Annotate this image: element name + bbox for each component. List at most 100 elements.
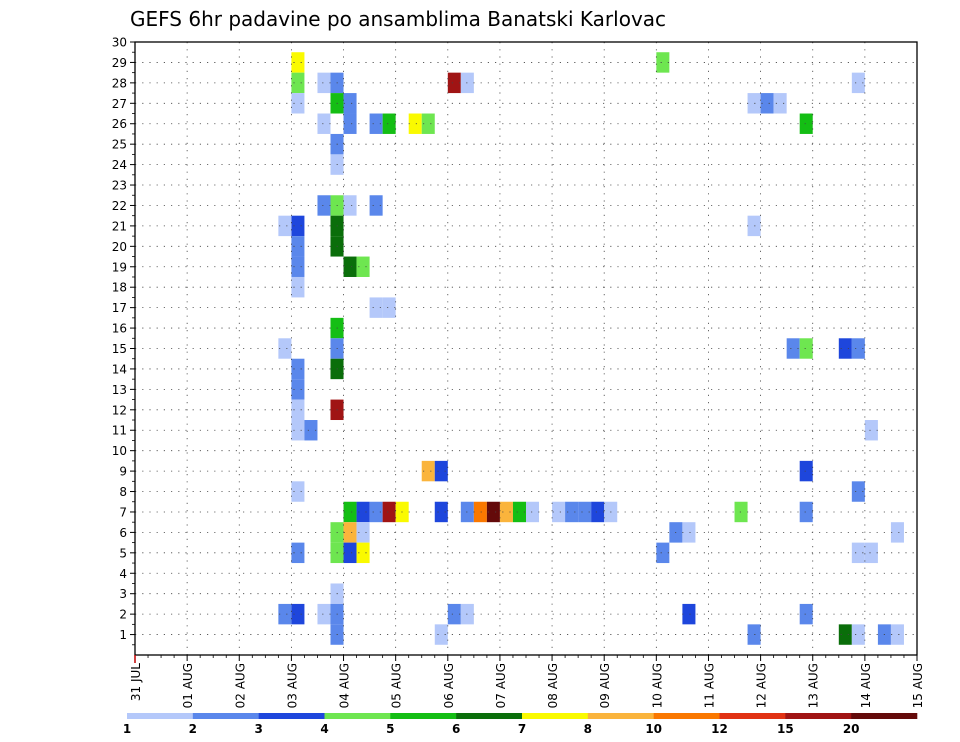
heatmap-cell [552, 501, 566, 523]
colorbar-label: 12 [711, 722, 728, 736]
heatmap-cell [356, 542, 370, 564]
colorbar-label: 20 [843, 722, 860, 736]
heatmap-cell [434, 460, 448, 482]
y-tick-label: 9 [119, 465, 127, 479]
heatmap-cell [851, 624, 865, 645]
heatmap-cell [786, 338, 800, 359]
heatmap-cell [369, 501, 383, 523]
heatmap-cell [356, 256, 370, 277]
y-tick-label: 18 [112, 281, 127, 295]
y-tick-label: 26 [112, 117, 127, 131]
heatmap-cell [291, 481, 305, 502]
heatmap-cell [838, 624, 852, 645]
y-tick-label: 5 [119, 546, 127, 560]
heatmap-cell [421, 113, 435, 134]
colorbar-label: 5 [386, 722, 394, 736]
y-tick-label: 11 [112, 424, 127, 438]
heatmap-cell [526, 501, 540, 523]
y-tick-label: 7 [119, 505, 127, 519]
heatmap-cell [799, 501, 813, 523]
heatmap-cell [343, 522, 357, 543]
heatmap-cell [291, 542, 305, 564]
heatmap-cell [747, 93, 761, 114]
heatmap-cell [890, 522, 904, 543]
colorbar-label: 10 [645, 722, 662, 736]
colorbar-label: 7 [518, 722, 526, 736]
x-tick-label: 13 AUG [807, 663, 821, 708]
heatmap-cell [512, 501, 526, 523]
heatmap-cell [591, 501, 605, 523]
heatmap-cell [369, 297, 383, 318]
y-tick-label: 4 [119, 567, 127, 581]
heatmap-cell [317, 72, 331, 94]
heatmap-cell [578, 501, 592, 523]
y-tick-label: 30 [112, 36, 127, 50]
colorbar-label: 8 [584, 722, 592, 736]
heatmap-cell [421, 460, 435, 482]
x-tick-label: 15 AUG [911, 663, 925, 708]
x-tick-label: 07 AUG [494, 663, 508, 708]
heatmap-cell [291, 256, 305, 277]
chart-title: GEFS 6hr padavine po ansamblima Banatski… [130, 7, 666, 31]
colorbar-swatch [192, 713, 259, 719]
heatmap-cell [747, 215, 761, 237]
heatmap-cell [473, 501, 487, 523]
heatmap-cell [382, 297, 396, 318]
heatmap-cell [291, 276, 305, 298]
heatmap-cell [343, 542, 357, 564]
colorbar-swatch [390, 713, 457, 719]
y-tick-label: 6 [119, 526, 127, 540]
heatmap-cell [734, 501, 748, 523]
heatmap-cell [773, 93, 787, 114]
heatmap-cell [408, 113, 422, 134]
y-tick-label: 17 [112, 301, 127, 315]
x-tick-label: 06 AUG [442, 663, 456, 708]
heatmap-cell [851, 542, 865, 564]
colorbar-swatch [456, 713, 523, 719]
heatmap-cell [864, 420, 878, 441]
heatmap-cell [799, 460, 813, 482]
heatmap-cell [291, 603, 305, 625]
colorbar-swatch [851, 713, 918, 719]
heatmap-cell [838, 338, 852, 359]
y-tick-label: 1 [119, 628, 127, 642]
heatmap-cell [291, 399, 305, 421]
y-tick-label: 8 [119, 485, 127, 499]
heatmap-cell [799, 603, 813, 625]
heatmap-cell [434, 501, 448, 523]
heatmap-cell [799, 338, 813, 359]
heatmap-cell [291, 420, 305, 441]
heatmap-cell [486, 501, 500, 523]
heatmap-cell [356, 522, 370, 543]
x-tick-label: 09 AUG [598, 663, 612, 708]
colorbar-swatch [719, 713, 786, 719]
colorbar-swatch [258, 713, 325, 719]
colorbar-label: 3 [254, 722, 262, 736]
heatmap-cell [890, 624, 904, 645]
heatmap-cell [291, 72, 305, 94]
heatmap-cell [291, 236, 305, 257]
y-tick-label: 14 [112, 362, 127, 376]
y-tick-label: 19 [112, 260, 127, 274]
heatmap-cell [317, 603, 331, 625]
heatmap-cell [343, 195, 357, 216]
y-tick-label: 12 [112, 403, 127, 417]
heatmap-cell [291, 379, 305, 400]
x-tick-label: 11 AUG [702, 663, 716, 708]
colorbar-label: 2 [189, 722, 197, 736]
y-tick-label: 25 [112, 138, 127, 152]
x-tick-label: 04 AUG [338, 663, 352, 708]
heatmap-cell [356, 501, 370, 523]
y-tick-label: 23 [112, 179, 127, 193]
colorbar-swatch [522, 713, 589, 719]
colorbar: 1 2 3 4 5 6 7 8 10 12 15 20 [123, 713, 918, 736]
heatmap-cell [799, 113, 813, 134]
heatmap-cell [434, 624, 448, 645]
y-tick-label: 28 [112, 76, 127, 90]
x-axis: 31 JUL 01 AUG 02 AUG 03 AUG 04 AUG 05 AUG 06 A… [129, 655, 925, 708]
heatmap-cell [851, 338, 865, 359]
heatmap-cell [304, 420, 318, 441]
y-tick-label: 27 [112, 97, 127, 111]
colorbar-swatch [653, 713, 720, 719]
